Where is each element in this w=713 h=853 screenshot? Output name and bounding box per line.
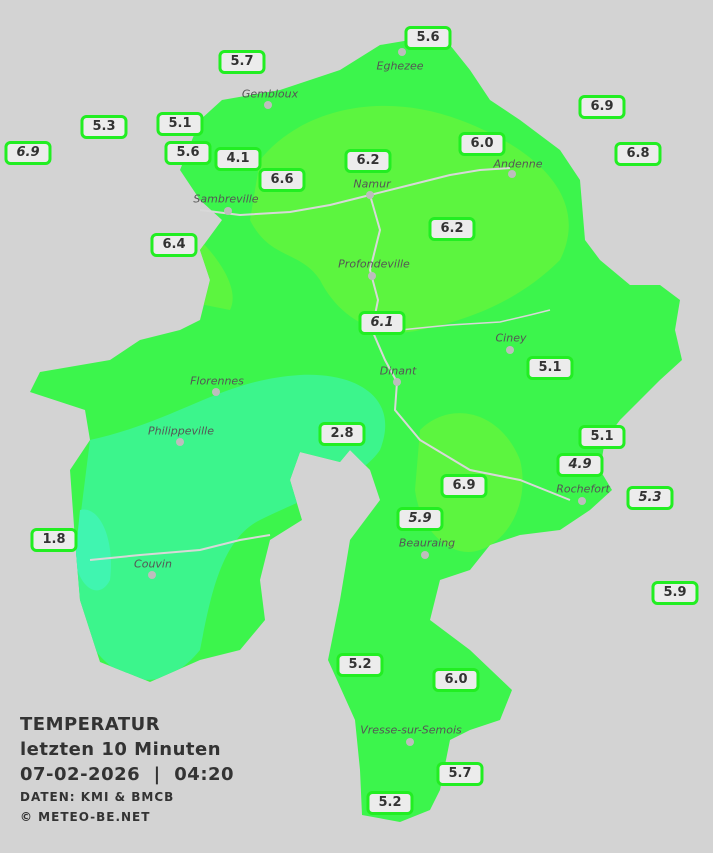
station-label[interactable]: 6.1 xyxy=(358,311,406,335)
city-dot xyxy=(148,571,156,579)
station-label[interactable]: 6.9 xyxy=(4,141,52,165)
station-label[interactable]: 5.3 xyxy=(80,115,128,139)
station-label[interactable]: 6.2 xyxy=(428,217,476,241)
city-dinant: Dinant xyxy=(379,364,417,378)
city-dot xyxy=(368,272,376,280)
station-label[interactable]: 5.2 xyxy=(336,653,384,677)
legend-copyright: © METEO-BE.NET xyxy=(20,810,151,824)
legend-title: TEMPERATUR xyxy=(20,714,161,735)
city-eghezee: Eghezee xyxy=(376,59,424,73)
station-label[interactable]: 5.1 xyxy=(578,425,626,449)
city-rochefort: Rochefort xyxy=(556,482,610,496)
station-label[interactable]: 5.6 xyxy=(164,141,212,165)
station-label[interactable]: 6.8 xyxy=(614,142,662,166)
station-label[interactable]: 5.7 xyxy=(218,50,266,74)
station-label[interactable]: 5.2 xyxy=(366,791,414,815)
city-dot xyxy=(366,191,374,199)
station-label[interactable]: 6.9 xyxy=(440,474,488,498)
temperature-warm-zone xyxy=(250,105,569,333)
city-florennes: Florennes xyxy=(190,374,244,388)
station-label[interactable]: 2.8 xyxy=(318,422,366,446)
temperature-cool-zone xyxy=(70,374,386,680)
river-meuse xyxy=(368,194,571,501)
city-dot xyxy=(264,101,272,109)
station-label[interactable]: 6.0 xyxy=(458,132,506,156)
station-label[interactable]: 5.7 xyxy=(436,762,484,786)
station-label[interactable]: 5.9 xyxy=(651,581,699,605)
city-dot xyxy=(212,388,220,396)
station-label[interactable]: 6.2 xyxy=(344,149,392,173)
station-label[interactable]: 5.3 xyxy=(626,486,674,510)
station-label[interactable]: 6.9 xyxy=(578,95,626,119)
city-dot xyxy=(406,738,414,746)
legend-source: DATEN: KMI & BMCB xyxy=(20,790,175,804)
city-dot xyxy=(578,497,586,505)
station-label[interactable]: 5.9 xyxy=(396,507,444,531)
temperature-cold-zone xyxy=(75,509,111,591)
legend-subtitle: letzten 10 Minuten xyxy=(20,739,222,760)
city-dot xyxy=(398,48,406,56)
station-label[interactable]: 5.1 xyxy=(526,356,574,380)
river xyxy=(399,309,551,331)
city-namur: Namur xyxy=(353,177,391,191)
station-label[interactable]: 5.6 xyxy=(404,26,452,50)
station-label[interactable]: 6.6 xyxy=(258,168,306,192)
city-gembloux: Gembloux xyxy=(241,87,299,101)
station-label[interactable]: 4.9 xyxy=(556,453,604,477)
city-sambreville: Sambreville xyxy=(193,192,259,206)
city-dot xyxy=(176,438,184,446)
city-beauraing: Beauraing xyxy=(398,536,456,550)
city-ciney: Ciney xyxy=(495,331,527,345)
river xyxy=(89,534,271,561)
city-andenne: Andenne xyxy=(493,157,543,171)
station-label[interactable]: 5.1 xyxy=(156,112,204,136)
city-couvin: Couvin xyxy=(134,557,172,571)
city-philippeville: Philippeville xyxy=(148,424,214,438)
station-label[interactable]: 1.8 xyxy=(30,528,78,552)
map-legend: TEMPERATUR letzten 10 Minuten 07-02-2026… xyxy=(20,712,234,827)
city-dot xyxy=(508,170,516,178)
station-label[interactable]: 4.1 xyxy=(214,147,262,171)
city-dot xyxy=(506,346,514,354)
city-dot xyxy=(393,378,401,386)
station-label[interactable]: 6.4 xyxy=(150,233,198,257)
legend-datetime: 07-02-2026 | 04:20 xyxy=(20,764,235,785)
city-dot xyxy=(224,207,232,215)
city-dot xyxy=(421,551,429,559)
city-profondeville: Profondeville xyxy=(338,257,410,271)
city-vresse-sur-semois: Vresse-sur-Semois xyxy=(360,723,462,737)
station-label[interactable]: 6.0 xyxy=(432,668,480,692)
